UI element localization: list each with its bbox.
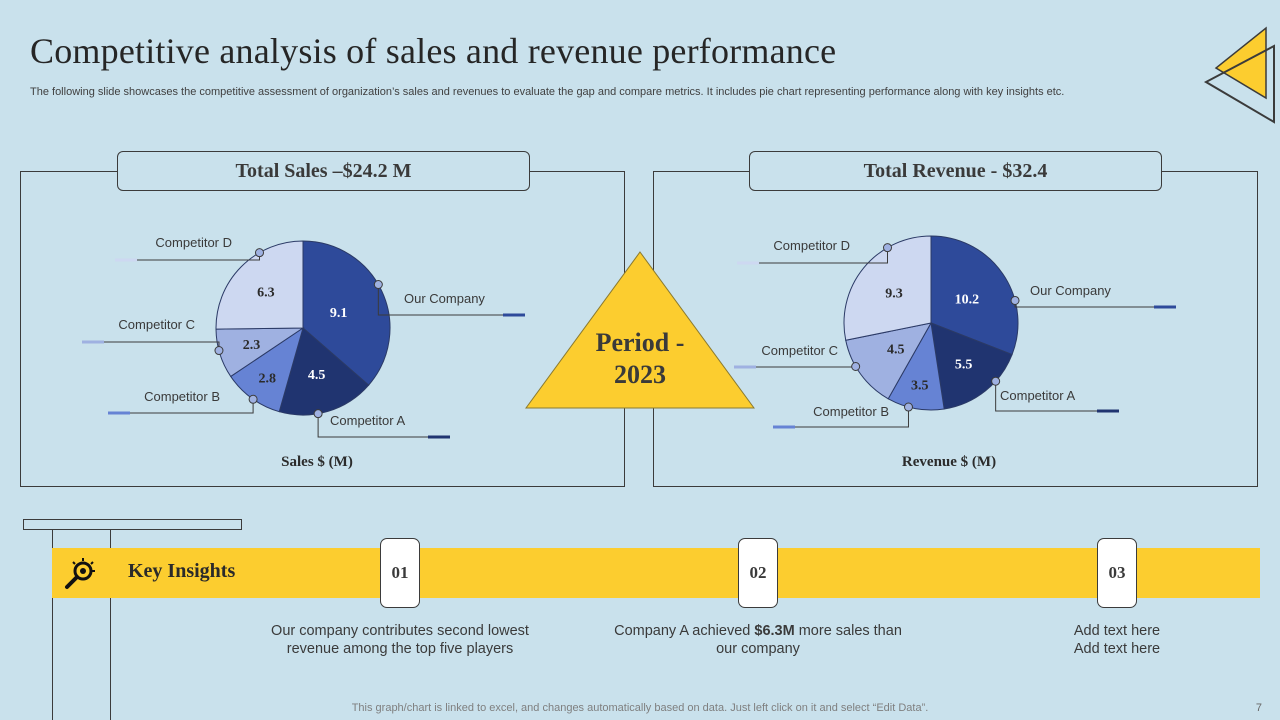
pie-value-label: 6.3: [257, 285, 275, 300]
leader-line: [104, 341, 220, 351]
leader-marker: [313, 409, 323, 419]
pie-value-label: 4.5: [887, 343, 905, 358]
leader-marker: [991, 376, 1001, 386]
leader-line: [757, 247, 888, 264]
revenue-chart-title: Total Revenue - $32.4: [749, 151, 1162, 191]
pie-value-label: 3.5: [911, 379, 929, 394]
pie-value-label: 2.8: [258, 371, 276, 386]
chart-xlabel: Revenue $ (M): [902, 454, 996, 470]
leader-marker: [883, 243, 892, 253]
pie-slice-our-company: [930, 235, 1019, 356]
insight-number-01: 01: [380, 538, 420, 608]
leader-line: [137, 252, 260, 261]
category-label: Competitor D: [773, 238, 850, 253]
pie-slice-our-company: [302, 240, 391, 386]
leader-marker: [214, 346, 224, 356]
insight-text-03-line1: Add text here: [1073, 623, 1161, 639]
category-label: Competitor A: [330, 413, 405, 428]
pie-slice-competitor-d: [843, 235, 932, 341]
leader-marker: [373, 280, 383, 289]
insights-top-bracket: [23, 519, 242, 530]
insight-number-02: 02: [738, 538, 778, 608]
page-title: Competitive analysis of sales and revenu…: [30, 31, 837, 71]
leader-marker: [255, 248, 264, 258]
leader-line: [995, 381, 1118, 412]
category-label: Competitor A: [1000, 388, 1075, 403]
pie-value-label: 4.5: [308, 368, 326, 383]
footer-note: This graph/chart is linked to excel, and…: [351, 702, 929, 714]
leader-marker: [248, 394, 258, 404]
legend-swatch: [428, 435, 450, 439]
legend-swatch: [108, 411, 130, 415]
sales-pie-chart[interactable]: 9.1 4.5 2.8 2.3 6.3 Our Company Competitor A Co…: [20, 171, 625, 487]
legend-swatch: [734, 365, 756, 369]
leader-marker: [1010, 295, 1020, 305]
sales-chart-title: Total Sales –$24.2 M: [117, 151, 530, 191]
pie-value-label: 10.2: [955, 292, 980, 307]
insight-text-02-pre: Company A achieved: [614, 623, 755, 639]
legend-swatch: [1154, 305, 1176, 309]
pie-slice-competitor-a: [930, 322, 1013, 410]
insight-text-02-bold: $6.3M: [754, 623, 795, 639]
category-label: Competitor D: [155, 235, 232, 250]
legend-swatch: [737, 261, 759, 265]
pie-value-label: 2.3: [243, 338, 261, 353]
leader-marker: [851, 362, 861, 371]
leader-line: [775, 407, 909, 428]
insight-text-01: Our company contributes second lowest re…: [271, 623, 529, 657]
category-label: Competitor C: [761, 343, 838, 358]
decorative-triangles-icon: [1203, 26, 1275, 124]
period-line-2: 2023: [614, 360, 666, 389]
leader-line: [317, 413, 450, 438]
leader-line: [130, 399, 254, 414]
insights-bar: [52, 548, 1260, 598]
leader-line: [1014, 300, 1175, 308]
category-label: Competitor B: [144, 389, 220, 404]
insight-number-03: 03: [1097, 538, 1137, 608]
legend-swatch: [115, 258, 137, 262]
category-label: Our Company: [1030, 283, 1111, 298]
insights-left-rule: [52, 530, 53, 720]
category-label: Competitor C: [118, 317, 195, 332]
pie-slice-competitor-c: [845, 322, 932, 400]
page-subtitle: The following slide showcases the compet…: [30, 86, 1065, 98]
insight-text-03: Add text here Add text here: [967, 622, 1267, 658]
period-line-1: Period -: [595, 328, 685, 357]
period-label: Period - 2023: [560, 327, 720, 391]
period-triangle: [525, 251, 755, 409]
category-label: Our Company: [404, 291, 485, 306]
insight-text-03-line2: Add text here: [1073, 641, 1161, 657]
legend-swatch: [773, 425, 795, 429]
lightbulb-magnifier-icon: [65, 558, 95, 589]
category-label: Competitor B: [813, 404, 889, 419]
revenue-pie-chart[interactable]: 10.2 5.5 3.5 4.5 9.3 Our Company Competitor A C…: [653, 171, 1258, 487]
insight-text-02: Company A achieved $6.3M more sales than…: [608, 622, 908, 658]
leader-line: [377, 284, 524, 316]
pie-value-label: 9.3: [885, 287, 903, 302]
insight-text-02-post: more sales than our company: [716, 623, 902, 657]
legend-swatch: [1097, 409, 1119, 413]
legend-swatch: [82, 340, 104, 344]
key-insights-label: Key Insights: [128, 560, 236, 582]
page-number: 7: [1255, 702, 1262, 714]
pie-value-label: 9.1: [330, 306, 348, 321]
leader-marker: [903, 402, 913, 412]
insights-inner-rule: [110, 530, 111, 720]
chart-xlabel: Sales $ (M): [281, 454, 353, 470]
pie-slice-competitor-d: [215, 240, 304, 330]
pie-value-label: 5.5: [955, 358, 973, 373]
legend-swatch: [503, 313, 525, 317]
pie-slice-competitor-a: [278, 327, 370, 416]
